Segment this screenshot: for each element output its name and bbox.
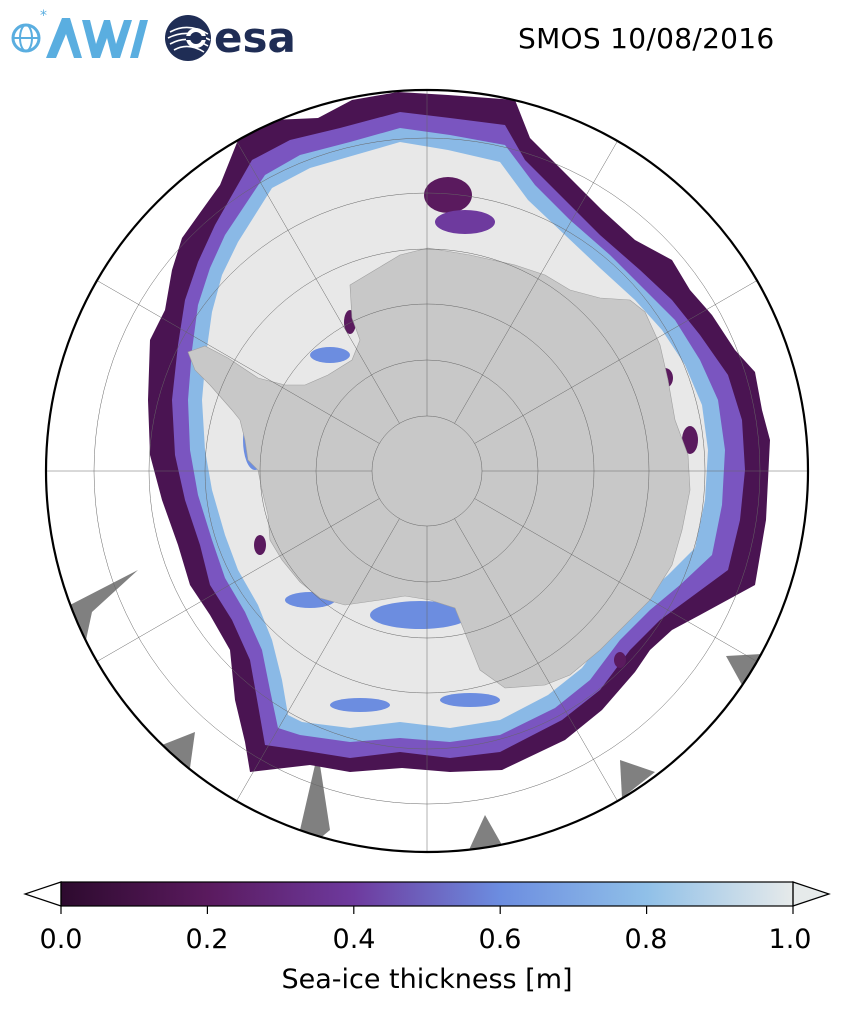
meridians <box>46 90 808 852</box>
colorbar-tick-label: 0.4 <box>332 924 376 955</box>
antarctica-land <box>187 247 691 689</box>
no-data-areas <box>70 570 762 852</box>
colorbar-tick-label: 0.0 <box>39 924 83 955</box>
polar-map <box>44 88 810 854</box>
map-title: SMOS 10/08/2016 <box>518 22 775 55</box>
colorbar-tick-label: 0.8 <box>624 924 668 955</box>
svg-text:*: * <box>40 8 47 24</box>
esa-logo-text: esa <box>214 13 296 62</box>
colorbar-extend-min <box>23 881 62 907</box>
colorbar-tick-label: 0.6 <box>478 924 522 955</box>
colorbar-label: Sea-ice thickness [m] <box>281 964 573 995</box>
colorbar-gradient <box>61 882 793 906</box>
colorbar-extend-max <box>792 881 831 907</box>
colorbar-tick-label: 0.2 <box>185 924 229 955</box>
colorbar-tick-label: 1.0 <box>768 924 812 955</box>
awi-logo: * <box>11 8 148 58</box>
logo-bar: * esa <box>6 6 306 64</box>
colorbar-ticks <box>60 906 794 914</box>
map-boundary <box>44 88 810 854</box>
esa-logo: esa <box>165 13 296 62</box>
